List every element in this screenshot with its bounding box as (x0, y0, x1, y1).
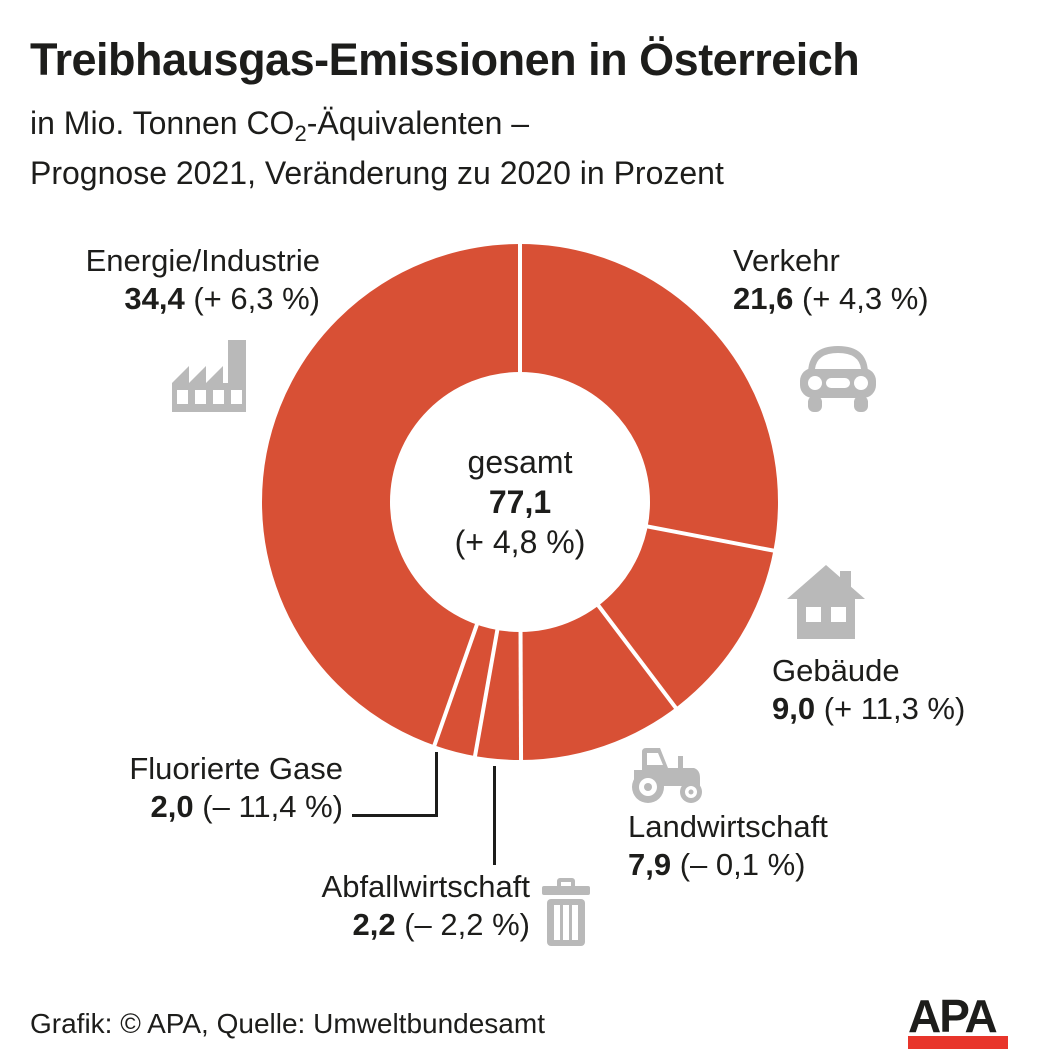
subtitle-line2: Prognose 2021, Veränderung zu 2020 in Pr… (30, 155, 724, 191)
apa-logo: APA (908, 996, 1008, 1049)
factory-icon (172, 340, 246, 412)
segment-divider (431, 621, 480, 750)
label-landwirtschaft: Landwirtschaft 7,9 (– 0,1 %) (628, 808, 828, 884)
segment-divider (472, 626, 500, 761)
label-energie-industrie: Energie/Industrie 34,4 (+ 6,3 %) (86, 242, 320, 318)
segment-value: 21,6 (733, 281, 794, 316)
segment-divider (644, 523, 778, 554)
segment-change: (+ 11,3 %) (823, 691, 966, 726)
leader-line-abfallwirtschaft (493, 766, 496, 865)
segment-name: Gebäude (772, 653, 900, 688)
segment-change: (– 2,2 %) (404, 907, 530, 942)
center-total-change: (+ 4,8 %) (454, 524, 586, 560)
tractor-icon (632, 748, 702, 803)
subtitle-line1-pre: in Mio. Tonnen CO (30, 105, 295, 141)
label-verkehr: Verkehr 21,6 (+ 4,3 %) (733, 242, 929, 318)
label-fluorierte-gase: Fluorierte Gase 2,0 (– 11,4 %) (129, 750, 343, 826)
apa-logo-red-bar (908, 1036, 1008, 1049)
segment-divider (595, 602, 680, 713)
segment-value: 2,0 (150, 789, 194, 824)
segment-value: 2,2 (352, 907, 396, 942)
segment-name: Landwirtschaft (628, 809, 828, 844)
segment-value: 9,0 (772, 691, 816, 726)
leader-line-fluorierte-gase-h (352, 814, 438, 817)
segment-divider (518, 628, 524, 764)
segment-value: 7,9 (628, 847, 672, 882)
label-gebaeude: Gebäude 9,0 (+ 11,3 %) (772, 652, 965, 728)
segment-change: (+ 6,3 %) (193, 281, 320, 316)
segment-name: Abfallwirtschaft (321, 869, 530, 904)
segment-value: 34,4 (124, 281, 185, 316)
subtitle: in Mio. Tonnen CO2-Äquivalenten – Progno… (30, 100, 724, 196)
apa-logo-text: APA (908, 996, 996, 1042)
label-abfallwirtschaft: Abfallwirtschaft 2,2 (– 2,2 %) (322, 868, 530, 944)
page-title: Treibhausgas-Emissionen in Österreich (30, 34, 860, 85)
segment-change: (+ 4,3 %) (801, 281, 929, 316)
segment-change: (– 0,1 %) (679, 847, 806, 882)
house-icon (787, 565, 865, 639)
credit-line: Grafik: © APA, Quelle: Umweltbundesamt (30, 1008, 545, 1039)
donut-chart (262, 240, 778, 764)
segment-name: Verkehr (733, 243, 840, 278)
subtitle-line1-post: -Äquivalenten – (306, 105, 530, 141)
center-label-text: gesamt (467, 444, 573, 480)
car-icon (800, 346, 876, 412)
trash-icon (542, 878, 590, 946)
segment-name: Fluorierte Gase (129, 751, 343, 786)
donut-center-label: gesamt 77,1 (+ 4,8 %) (395, 442, 645, 562)
co2-subscript: 2 (294, 121, 307, 146)
center-total-value: 77,1 (488, 484, 552, 520)
segment-name: Energie/Industrie (85, 243, 320, 278)
segment-change: (– 11,4 %) (202, 789, 343, 824)
leader-line-fluorierte-gase-v (435, 752, 438, 817)
